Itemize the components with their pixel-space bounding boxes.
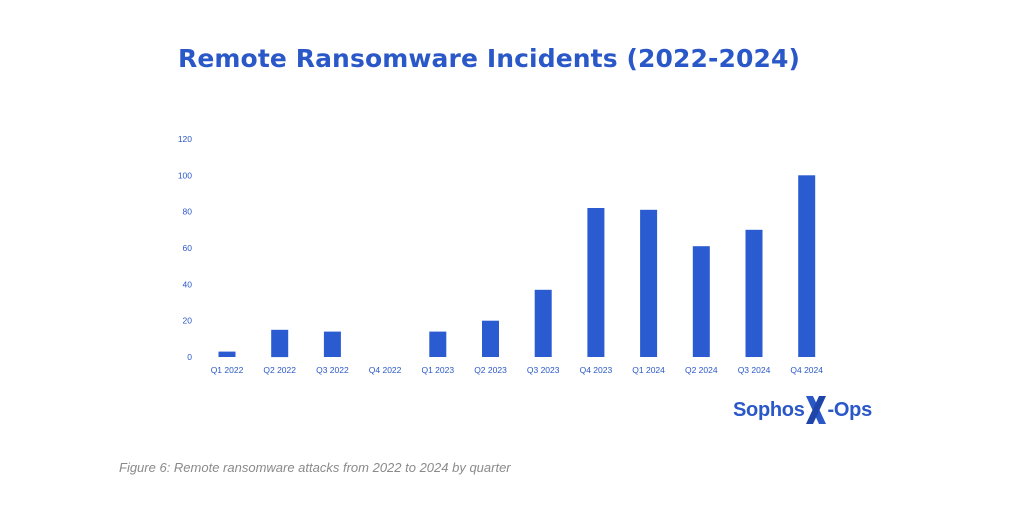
chart-title: Remote Ransomware Incidents (2022-2024) — [178, 44, 800, 73]
bar-chart: 0 20 40 60 80 100 120 Q1 2022 Q2 2022 Q3 2022 Q4 … — [178, 134, 824, 375]
x-tick-label: Q4 2023 — [580, 365, 613, 375]
sophos-x-ops-logo: Sophos -Ops — [733, 392, 872, 428]
bar — [692, 246, 710, 357]
y-tick-label: 40 — [183, 279, 193, 289]
bar — [745, 229, 763, 357]
y-axis: 0 20 40 60 80 100 120 — [178, 134, 192, 362]
bars — [218, 175, 816, 358]
figure-caption: Figure 6: Remote ransomware attacks from… — [119, 460, 511, 475]
x-tick-label: Q2 2024 — [685, 365, 718, 375]
x-tick-label: Q1 2023 — [421, 365, 454, 375]
x-tick-label: Q1 2024 — [632, 365, 665, 375]
y-tick-label: 60 — [183, 243, 193, 253]
y-tick-label: 80 — [183, 207, 193, 217]
y-tick-label: 0 — [187, 352, 192, 362]
x-tick-label: Q1 2022 — [211, 365, 244, 375]
y-tick-label: 120 — [178, 134, 192, 144]
bar — [640, 209, 658, 357]
x-tick-label: Q4 2024 — [790, 365, 823, 375]
x-tick-label: Q2 2022 — [263, 365, 296, 375]
x-tick-label: Q4 2022 — [369, 365, 402, 375]
bar — [218, 351, 236, 357]
bar — [429, 331, 447, 357]
bar — [534, 289, 552, 357]
bar — [798, 175, 816, 357]
logo-right-text: -Ops — [827, 398, 873, 421]
y-tick-label: 100 — [178, 170, 192, 180]
x-axis: Q1 2022 Q2 2022 Q3 2022 Q4 2022 Q1 2023 Q2 20… — [211, 365, 824, 375]
bar — [271, 329, 289, 358]
bar — [482, 320, 499, 357]
x-tick-label: Q2 2023 — [474, 365, 507, 375]
x-mark-icon — [805, 396, 826, 424]
x-tick-label: Q3 2024 — [738, 365, 771, 375]
y-tick-label: 20 — [183, 316, 193, 326]
logo-left-text: Sophos — [733, 398, 805, 421]
x-tick-label: Q3 2023 — [527, 365, 560, 375]
bar — [323, 331, 341, 357]
x-tick-label: Q3 2022 — [316, 365, 349, 375]
bar — [587, 208, 605, 357]
